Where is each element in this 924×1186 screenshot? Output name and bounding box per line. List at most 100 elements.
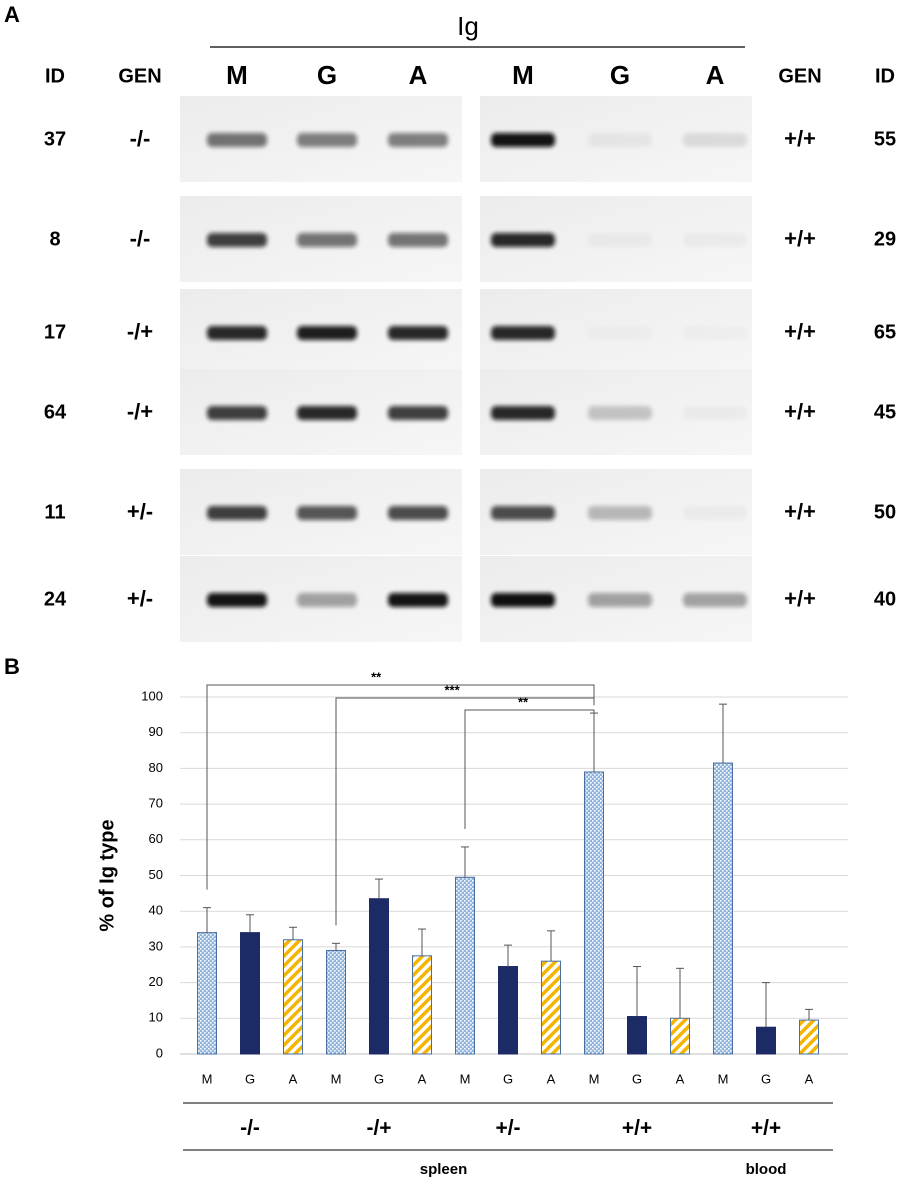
column-header: M (226, 60, 248, 90)
x-tick-label: A (676, 1071, 685, 1086)
gel-band (207, 133, 267, 147)
gel-band (588, 233, 652, 247)
x-tick-label: M (460, 1071, 471, 1086)
row-id: 24 (44, 588, 67, 610)
gel-band (588, 593, 652, 607)
significance-label: ** (518, 694, 529, 709)
ig-title: Ig (457, 11, 479, 41)
bar (498, 966, 518, 1055)
gel-band (491, 326, 555, 340)
gel-band (207, 406, 267, 420)
x-tick-label: G (374, 1071, 384, 1086)
bar (541, 960, 561, 1055)
gel-band (588, 506, 652, 520)
gel-band (388, 326, 448, 340)
gel-band (297, 593, 357, 607)
gel-band (683, 133, 747, 147)
bar (197, 932, 217, 1055)
bar (240, 932, 260, 1055)
row-id: 8 (49, 228, 60, 250)
x-tick-label: A (805, 1071, 814, 1086)
group-label: +/+ (622, 1117, 652, 1140)
bar (799, 1019, 819, 1055)
y-tick-label: 50 (149, 867, 163, 882)
x-tick-label: G (503, 1071, 513, 1086)
bar (627, 1016, 647, 1055)
y-tick-label: 60 (149, 831, 163, 846)
row-genotype: +/+ (784, 586, 816, 611)
row-id: 64 (44, 401, 67, 423)
row-genotype: -/- (130, 126, 151, 151)
gel-band (297, 506, 357, 520)
row-genotype: -/+ (127, 399, 153, 424)
column-header: GEN (778, 65, 821, 87)
row-genotype: +/- (127, 586, 153, 611)
column-header: ID (875, 65, 895, 87)
gel-band (388, 133, 448, 147)
bar (283, 939, 303, 1055)
y-tick-label: 20 (149, 974, 163, 989)
tissue-label: spleen (420, 1161, 468, 1178)
gel-band (683, 593, 747, 607)
gel-band (388, 406, 448, 420)
bar (369, 898, 389, 1055)
gel-band (207, 326, 267, 340)
bar (455, 876, 475, 1055)
column-header: ID (45, 65, 65, 87)
x-tick-label: G (632, 1071, 642, 1086)
row-id: 65 (874, 321, 896, 343)
y-tick-label: 90 (149, 724, 163, 739)
x-tick-label: A (289, 1071, 298, 1086)
gel-band (588, 326, 652, 340)
row-id: 50 (874, 501, 896, 523)
y-tick-label: 30 (149, 938, 163, 953)
column-header: M (512, 60, 534, 90)
gel-band (297, 133, 357, 147)
tissue-label: blood (746, 1161, 787, 1178)
bar (756, 1026, 776, 1055)
significance-bracket (335, 697, 595, 926)
x-tick-label: M (331, 1071, 342, 1086)
y-tick-label: 10 (149, 1010, 163, 1025)
x-tick-label: A (547, 1071, 556, 1086)
row-genotype: -/- (130, 226, 151, 251)
x-tick-label: M (202, 1071, 213, 1086)
significance-label: *** (445, 682, 461, 697)
row-genotype: +/- (127, 499, 153, 524)
bar (412, 955, 432, 1055)
x-tick-label: G (761, 1071, 771, 1086)
gel-band (388, 233, 448, 247)
significance-bracket (206, 684, 595, 890)
row-genotype: +/+ (784, 126, 816, 151)
column-header: A (409, 60, 428, 90)
row-id: 29 (874, 228, 896, 250)
gel-band (491, 233, 555, 247)
row-id: 55 (874, 128, 896, 150)
gel-band (297, 233, 357, 247)
row-genotype: +/+ (784, 319, 816, 344)
gel-band (683, 406, 747, 420)
bar (670, 1017, 690, 1055)
gel-band (388, 593, 448, 607)
group-label: -/- (240, 1117, 260, 1140)
gel-band (297, 326, 357, 340)
gel-band (491, 406, 555, 420)
gel-band (207, 233, 267, 247)
gel-band (588, 406, 652, 420)
bar (326, 949, 346, 1055)
column-header: G (317, 60, 337, 90)
gel-band (683, 233, 747, 247)
y-tick-label: 70 (149, 796, 163, 811)
x-tick-label: G (245, 1071, 255, 1086)
gel-band (491, 593, 555, 607)
row-id: 11 (44, 501, 65, 523)
row-genotype: +/+ (784, 499, 816, 524)
gel-band (491, 506, 555, 520)
gel-band (297, 406, 357, 420)
x-tick-label: M (589, 1071, 600, 1086)
significance-bracket (464, 709, 595, 829)
x-tick-label: A (418, 1071, 427, 1086)
row-genotype: +/+ (784, 399, 816, 424)
column-header: A (706, 60, 725, 90)
